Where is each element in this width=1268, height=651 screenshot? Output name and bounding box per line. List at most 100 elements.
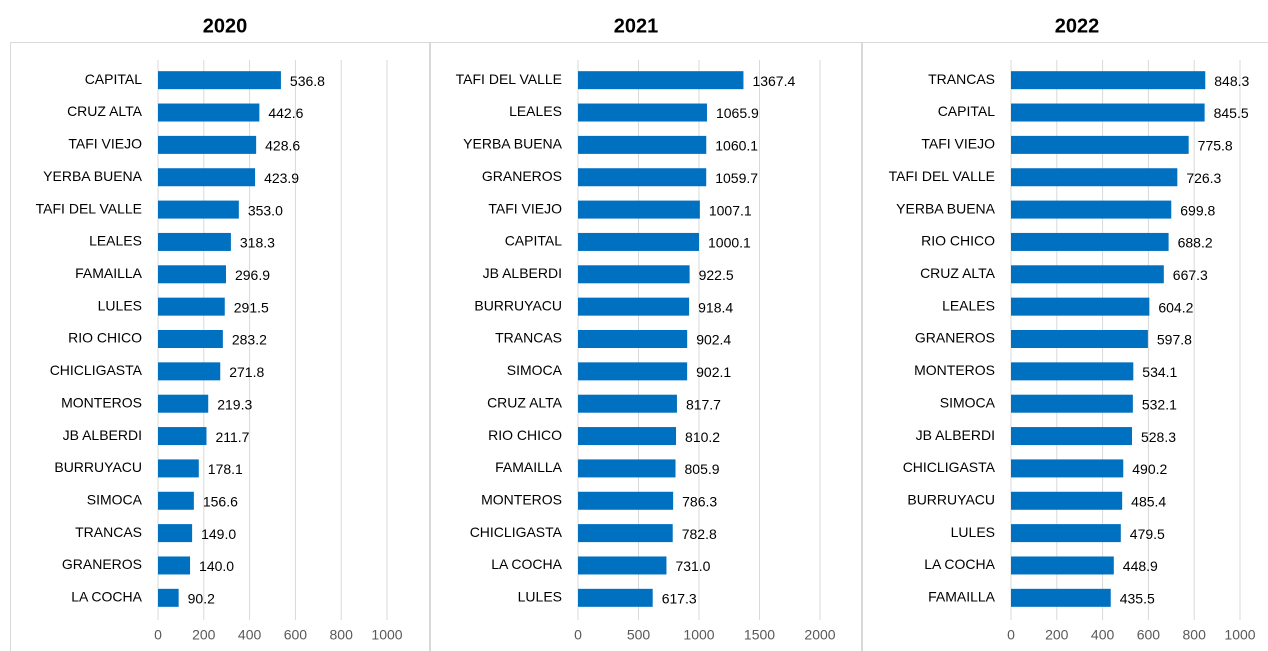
- bar: [578, 265, 690, 284]
- value-label: 810.2: [685, 429, 720, 445]
- value-label: 296.9: [235, 267, 270, 283]
- category-label: CAPITAL: [938, 103, 996, 119]
- bar: [1011, 71, 1206, 90]
- value-label: 149.0: [201, 526, 236, 542]
- category-label: FAMAILLA: [495, 459, 563, 475]
- bar: [578, 71, 744, 90]
- value-label: 353.0: [248, 202, 283, 218]
- category-label: BURRUYACU: [474, 297, 562, 313]
- x-tick-label: 600: [284, 627, 308, 643]
- chart-title: 2020: [203, 15, 248, 37]
- category-label: GRANEROS: [915, 330, 995, 346]
- category-label: BURRUYACU: [907, 491, 995, 507]
- bar: [158, 330, 223, 348]
- bar: [1011, 556, 1114, 575]
- value-label: 536.8: [290, 73, 325, 89]
- bar: [578, 588, 653, 607]
- value-label: 534.1: [1142, 364, 1177, 380]
- category-label: GRANEROS: [482, 168, 562, 184]
- bar: [578, 362, 688, 381]
- chart-title: 2021: [614, 15, 659, 37]
- x-tick-label: 400: [238, 627, 262, 643]
- bar: [1011, 297, 1150, 316]
- x-tick-label: 1000: [1224, 627, 1255, 643]
- category-label: TRANCAS: [75, 524, 142, 540]
- bar: [1011, 103, 1205, 122]
- value-label: 1000.1: [708, 235, 751, 251]
- value-label: 699.8: [1180, 202, 1215, 218]
- panel-border: [862, 42, 1268, 651]
- x-tick-label: 500: [627, 627, 651, 643]
- category-label: FAMAILLA: [75, 265, 143, 281]
- bar: [158, 232, 231, 251]
- value-label: 805.9: [685, 461, 720, 477]
- value-label: 283.2: [232, 332, 267, 348]
- x-tick-label: 200: [1045, 627, 1069, 643]
- bar: [158, 265, 226, 284]
- category-label: LA COCHA: [71, 589, 142, 605]
- category-label: YERBA BUENA: [463, 136, 562, 152]
- value-label: 435.5: [1120, 591, 1155, 607]
- bar: [578, 524, 673, 543]
- value-label: 617.3: [662, 591, 697, 607]
- bar: [578, 330, 688, 348]
- bar: [578, 103, 707, 122]
- value-label: 1060.1: [715, 138, 758, 154]
- value-label: 726.3: [1186, 170, 1221, 186]
- category-label: TRANCAS: [928, 71, 995, 87]
- category-label: CHICLIGASTA: [50, 362, 143, 378]
- category-label: CHICLIGASTA: [903, 459, 996, 475]
- bar: [158, 297, 225, 316]
- bar: [1011, 330, 1148, 348]
- value-label: 845.5: [1214, 105, 1249, 121]
- category-label: TAFI DEL VALLE: [456, 71, 562, 87]
- category-label: TAFI VIEJO: [68, 136, 142, 152]
- panel-border: [10, 42, 430, 651]
- value-label: 479.5: [1130, 526, 1165, 542]
- x-tick-label: 2000: [804, 627, 835, 643]
- bar: [578, 556, 667, 575]
- bar: [1011, 427, 1132, 446]
- value-label: 667.3: [1173, 267, 1208, 283]
- category-label: MONTEROS: [914, 362, 995, 378]
- bar: [578, 232, 700, 251]
- value-label: 1065.9: [716, 105, 759, 121]
- bar: [1011, 459, 1124, 478]
- value-label: 90.2: [188, 591, 215, 607]
- x-tick-label: 1500: [744, 627, 775, 643]
- category-label: SIMOCA: [507, 362, 563, 378]
- x-tick-label: 800: [330, 627, 354, 643]
- bar: [1011, 588, 1111, 607]
- bar: [1011, 265, 1164, 284]
- value-label: 848.3: [1214, 73, 1249, 89]
- category-label: LA COCHA: [924, 556, 995, 572]
- bar: [578, 459, 676, 478]
- category-label: LULES: [518, 589, 562, 605]
- x-tick-label: 1000: [371, 627, 402, 643]
- value-label: 291.5: [234, 299, 269, 315]
- value-label: 271.8: [229, 364, 264, 380]
- value-label: 219.3: [217, 396, 252, 412]
- bar: [578, 394, 677, 413]
- category-label: TAFI DEL VALLE: [889, 168, 995, 184]
- category-label: LA COCHA: [491, 556, 562, 572]
- value-label: 528.3: [1141, 429, 1176, 445]
- category-label: CAPITAL: [505, 233, 563, 249]
- panel-border: [430, 42, 862, 651]
- value-label: 604.2: [1158, 299, 1193, 315]
- category-label: LULES: [98, 297, 142, 313]
- category-label: TRANCAS: [495, 330, 562, 346]
- value-label: 423.9: [264, 170, 299, 186]
- bar: [158, 491, 194, 510]
- x-tick-label: 0: [1007, 627, 1015, 643]
- category-label: JB ALBERDI: [483, 265, 562, 281]
- value-label: 731.0: [675, 558, 710, 574]
- value-label: 918.4: [698, 299, 733, 315]
- category-label: TAFI DEL VALLE: [36, 200, 142, 216]
- bar: [1011, 394, 1133, 413]
- category-label: MONTEROS: [61, 394, 142, 410]
- bar: [158, 362, 221, 381]
- category-label: RIO CHICO: [488, 427, 562, 443]
- bar: [158, 427, 207, 446]
